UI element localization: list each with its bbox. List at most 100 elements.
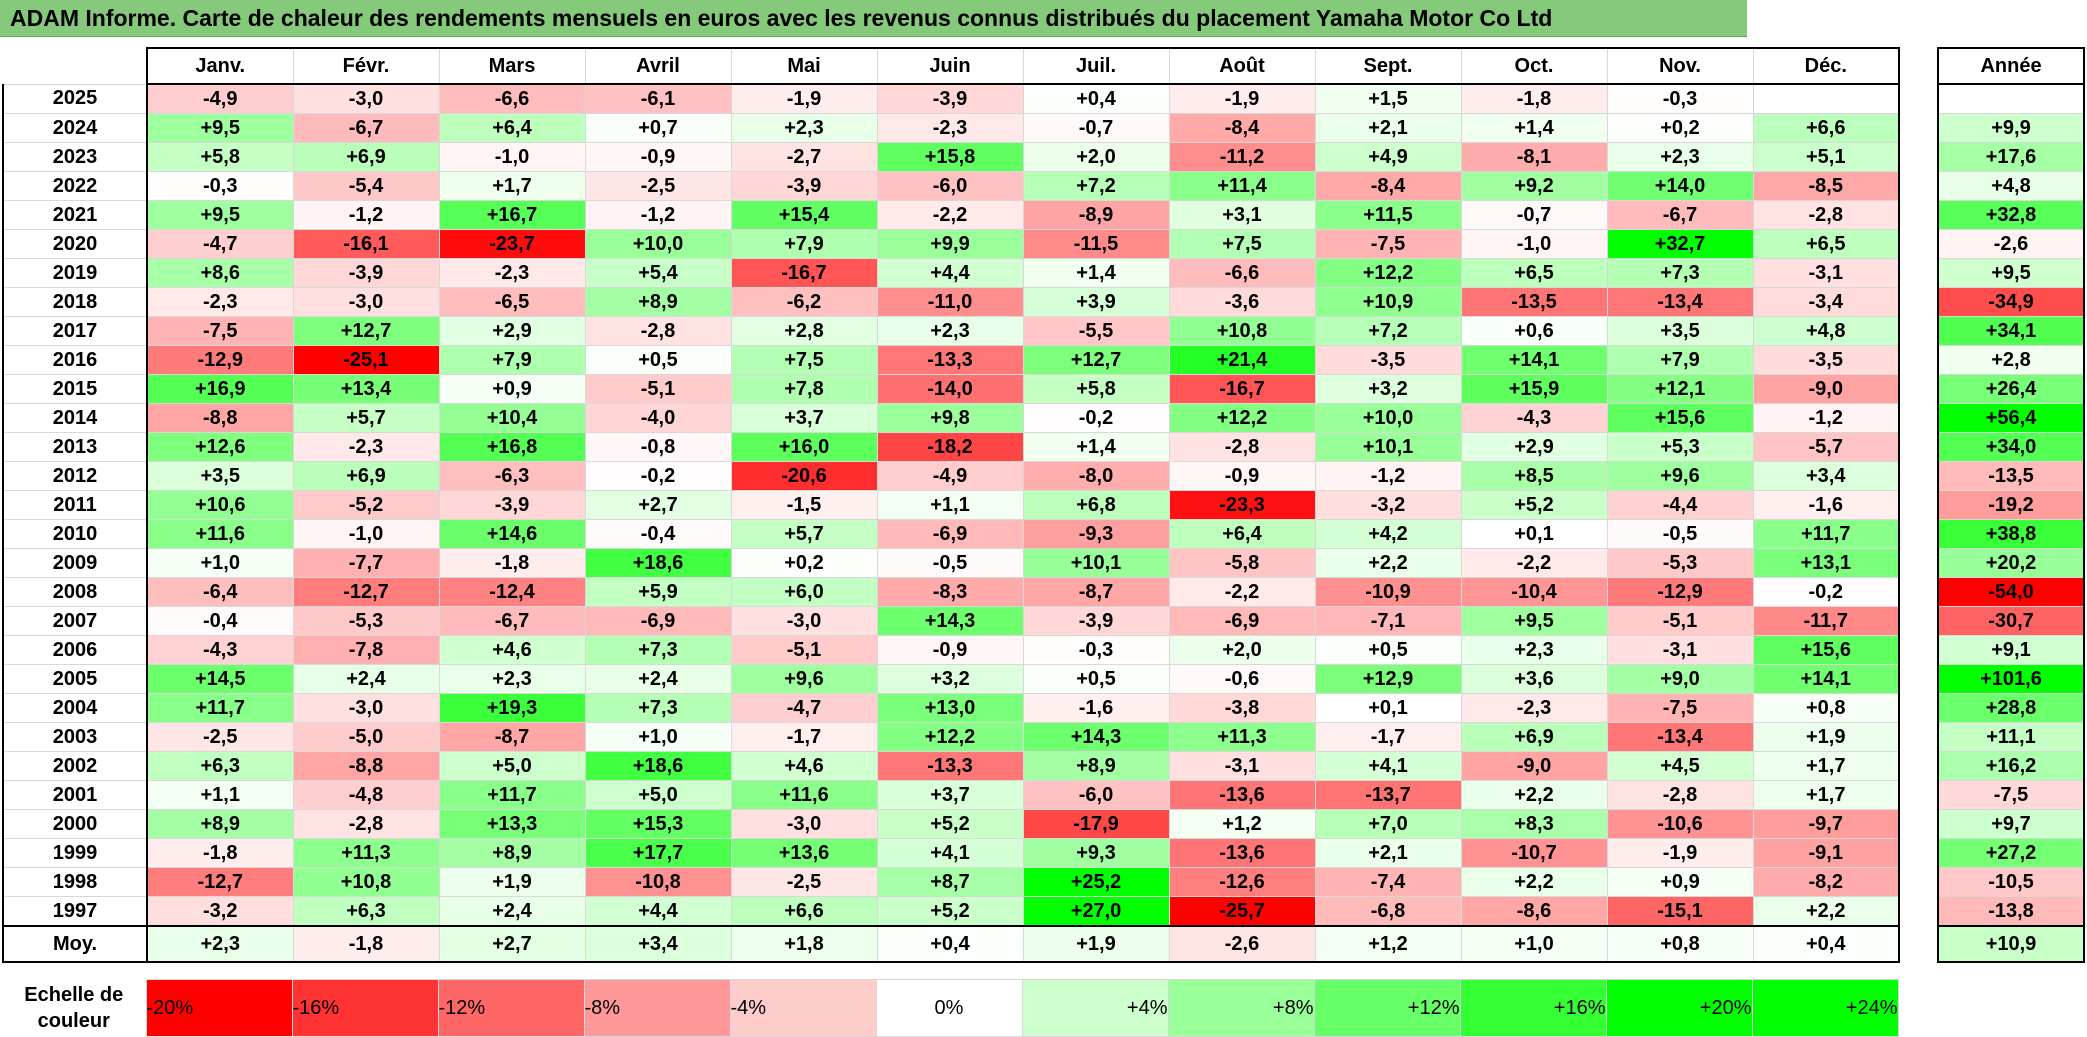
- heatmap-cell: +10,8: [292, 867, 440, 897]
- heatmap-cell: +7,2: [1314, 316, 1462, 346]
- heatmap-cell: -3,0: [730, 809, 878, 839]
- color-scale-swatch: -12%: [437, 979, 585, 1037]
- heatmap-cell: +32,7: [1606, 229, 1754, 259]
- year-label: 2015: [2, 374, 148, 404]
- heatmap-cell: +3,5: [146, 461, 294, 491]
- annual-table: Année +9,9 +17,6 +4,8 +32,8 -2,6 +9,5 -34,9 +34,…: [1937, 47, 2085, 963]
- heatmap-cell: -11,0: [876, 287, 1024, 317]
- year-label: 2020: [2, 229, 148, 259]
- annual-cell: +28,8: [1937, 693, 2085, 723]
- annual-cell: +9,5: [1937, 258, 2085, 288]
- average-cell: +1,8: [730, 925, 878, 963]
- heatmap-cell: -3,0: [292, 287, 440, 317]
- heatmap-cell: -6,6: [438, 83, 586, 114]
- heatmap-cell: +0,9: [1606, 867, 1754, 897]
- heatmap-cell: +5,7: [292, 403, 440, 433]
- heatmap-cell: +11,6: [146, 519, 294, 549]
- heatmap-cell: -11,2: [1168, 142, 1316, 172]
- annual-header: Année: [1937, 47, 2085, 85]
- annual-cell: +38,8: [1937, 519, 2085, 549]
- heatmap-cell: -0,6: [1168, 664, 1316, 694]
- heatmap-cell: +4,1: [876, 838, 1024, 868]
- heatmap-cell: -13,3: [876, 751, 1024, 781]
- heatmap-cell: -2,8: [292, 809, 440, 839]
- year-row: 2018 -2,3 -3,0 -6,5 +8,9 -6,2 -11,0 +3,9 -3,6 +10…: [2, 287, 1900, 317]
- heatmap-cell: +6,4: [438, 113, 586, 143]
- heatmap-cell: +1,7: [438, 171, 586, 201]
- heatmap-cell: -1,2: [1314, 461, 1462, 491]
- heatmap-cell: +12,6: [146, 432, 294, 462]
- heatmap-cell: +11,7: [146, 693, 294, 723]
- heatmap-cell: +6,5: [1460, 258, 1608, 288]
- heatmap-cell: +11,3: [292, 838, 440, 868]
- heatmap-cell: +6,9: [1460, 722, 1608, 752]
- heatmap-cell: +2,1: [1314, 113, 1462, 143]
- heatmap-cell: +11,7: [1752, 519, 1900, 549]
- heatmap-cell: +2,4: [438, 896, 586, 927]
- heatmap-table: Janv. Févr. Mars Avril Mai Juin Juil. Août Sept.…: [2, 47, 1900, 963]
- year-row: 2025 -4,9 -3,0 -6,6 -6,1 -1,9 -3,9 +0,4 -1,9 +1,5…: [2, 83, 1900, 114]
- color-scale-swatch: -8%: [583, 979, 731, 1037]
- heatmap-cell: +2,1: [1314, 838, 1462, 868]
- heatmap-cell: +2,8: [730, 316, 878, 346]
- heatmap-cell: +2,2: [1460, 780, 1608, 810]
- heatmap-cell: -8,7: [438, 722, 586, 752]
- heatmap-cell: +3,4: [1752, 461, 1900, 491]
- heatmap-cell: +7,5: [1168, 229, 1316, 259]
- heatmap-cell: -13,4: [1606, 287, 1754, 317]
- heatmap-cell: +1,2: [1168, 809, 1316, 839]
- heatmap-cell: -11,5: [1022, 229, 1170, 259]
- heatmap-cell: +2,3: [1460, 635, 1608, 665]
- color-scale-swatch: +8%: [1167, 979, 1315, 1037]
- year-label: 2021: [2, 200, 148, 230]
- heatmap-cell: +0,5: [1314, 635, 1462, 665]
- heatmap-cell: +6,6: [730, 896, 878, 927]
- annual-cell: +56,4: [1937, 403, 2085, 433]
- heatmap-cell: +5,8: [1022, 374, 1170, 404]
- year-label: 2003: [2, 722, 148, 752]
- heatmap-cell: -3,9: [730, 171, 878, 201]
- year-row: 2004 +11,7 -3,0 +19,3 +7,3 -4,7 +13,0 -1,6 -3,8 +…: [2, 693, 1900, 723]
- year-label: 1999: [2, 838, 148, 868]
- heatmap-cell: -3,9: [292, 258, 440, 288]
- heatmap-cell: +0,7: [584, 113, 732, 143]
- heatmap-cell: -6,4: [146, 577, 294, 607]
- heatmap-cell: +2,3: [1606, 142, 1754, 172]
- heatmap-cell: +7,2: [1022, 171, 1170, 201]
- heatmap-cell: +12,9: [1314, 664, 1462, 694]
- heatmap-cell: +2,7: [584, 490, 732, 520]
- heatmap-cell: -10,9: [1314, 577, 1462, 607]
- heatmap-cell: +7,5: [730, 345, 878, 375]
- heatmap-cell: +2,0: [1022, 142, 1170, 172]
- annual-cell: +34,0: [1937, 432, 2085, 462]
- heatmap-cell: -6,2: [730, 287, 878, 317]
- year-row: 2013 +12,6 -2,3 +16,8 -0,8 +16,0 -18,2 +1,4 -2,8…: [2, 432, 1900, 462]
- heatmap-cell: -9,7: [1752, 809, 1900, 839]
- heatmap-cell: +12,2: [1168, 403, 1316, 433]
- color-scale-swatch: +4%: [1021, 979, 1169, 1037]
- heatmap-cell: -2,5: [584, 171, 732, 201]
- heatmap-cell: +2,4: [292, 664, 440, 694]
- heatmap-cell: -9,0: [1752, 374, 1900, 404]
- heatmap-cell: +0,5: [1022, 664, 1170, 694]
- heatmap-cell: -7,5: [146, 316, 294, 346]
- heatmap-cell: +0,6: [1460, 316, 1608, 346]
- heatmap-cell: +19,3: [438, 693, 586, 723]
- color-scale-swatch: +24%: [1751, 979, 1899, 1037]
- heatmap-cell: -16,1: [292, 229, 440, 259]
- annual-cell: -19,2: [1937, 490, 2085, 520]
- average-cell: +2,7: [438, 925, 586, 963]
- heatmap-cell: -2,2: [1460, 548, 1608, 578]
- heatmap-cell: +14,6: [438, 519, 586, 549]
- heatmap-cell: -10,8: [584, 867, 732, 897]
- heatmap-cell: -17,9: [1022, 809, 1170, 839]
- heatmap-cell: +11,4: [1168, 171, 1316, 201]
- heatmap-cell: -5,7: [1752, 432, 1900, 462]
- heatmap-cell: -2,8: [1168, 432, 1316, 462]
- heatmap-cell: +8,9: [146, 809, 294, 839]
- heatmap-cell: -0,3: [146, 171, 294, 201]
- heatmap-cell: +5,2: [876, 896, 1024, 927]
- heatmap-cell: +0,1: [1460, 519, 1608, 549]
- heatmap-cell: -3,2: [1314, 490, 1462, 520]
- heatmap-cell: -2,8: [1606, 780, 1754, 810]
